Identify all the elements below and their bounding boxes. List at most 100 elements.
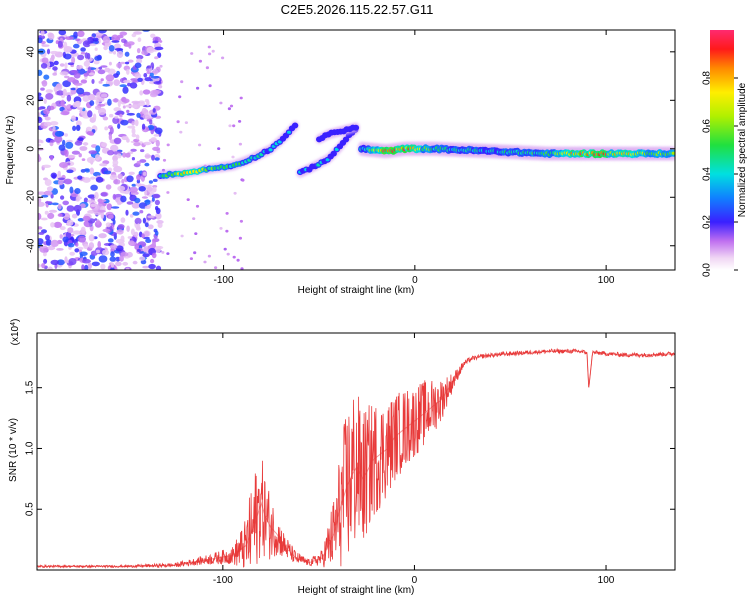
noise-blob bbox=[90, 203, 97, 207]
noise-blob bbox=[130, 78, 139, 81]
noise-blob bbox=[62, 88, 67, 96]
snr-panel: -100 0 100 0.5 1.0 1.5 Height of straight li… bbox=[8, 319, 676, 596]
noise-blob bbox=[41, 57, 49, 64]
noise-blob bbox=[147, 224, 154, 230]
noise-blob bbox=[62, 139, 66, 146]
upper-track bbox=[315, 122, 360, 145]
noise-blob bbox=[82, 177, 91, 183]
noise-blob bbox=[152, 146, 161, 151]
noise-blob bbox=[95, 176, 104, 183]
noise-blob bbox=[79, 251, 88, 257]
noise-blob bbox=[38, 37, 43, 44]
noise-blob bbox=[50, 239, 59, 247]
noise-blob bbox=[143, 141, 152, 146]
noise-blob bbox=[38, 197, 42, 203]
noise-blob bbox=[42, 164, 51, 168]
noise-blob bbox=[50, 222, 55, 228]
noise-blob bbox=[68, 258, 77, 266]
noise-blob bbox=[113, 165, 123, 173]
ridge-cell bbox=[352, 124, 360, 131]
spectrogram-y-label: Frequency (Hz) bbox=[5, 116, 16, 185]
noise-blob bbox=[82, 215, 91, 222]
noise-blob bbox=[90, 176, 96, 180]
noise-blob bbox=[102, 228, 111, 233]
noise-blob bbox=[92, 113, 97, 121]
noise-blob bbox=[60, 195, 65, 200]
noise-blob bbox=[100, 263, 106, 270]
noise-blob bbox=[116, 153, 122, 159]
noise-blob bbox=[115, 245, 124, 252]
colorbar-tick-label: 0.4 bbox=[702, 167, 713, 181]
noise-blob bbox=[83, 72, 89, 77]
noise-speck bbox=[214, 266, 218, 269]
noise-blob bbox=[154, 199, 160, 206]
noise-speck bbox=[231, 155, 235, 159]
noise-blob bbox=[144, 205, 151, 209]
noise-blob bbox=[152, 186, 157, 193]
noise-blob bbox=[116, 62, 122, 68]
noise-blob bbox=[152, 178, 158, 182]
noise-speck bbox=[238, 120, 242, 123]
noise-blob bbox=[115, 256, 121, 262]
noise-blob bbox=[110, 251, 115, 258]
noise-blob bbox=[100, 78, 104, 82]
noise-blob bbox=[125, 152, 131, 158]
noise-blob bbox=[85, 169, 90, 173]
noise-blob bbox=[65, 92, 73, 97]
noise-blob bbox=[94, 105, 102, 110]
noise-blob bbox=[142, 253, 150, 258]
noise-blob bbox=[71, 213, 78, 219]
noise-blob bbox=[152, 185, 158, 188]
noise-speck bbox=[238, 236, 242, 240]
noise-blob bbox=[38, 139, 43, 143]
noise-blob bbox=[137, 77, 143, 82]
noise-speck bbox=[161, 251, 165, 254]
noise-blob bbox=[59, 63, 65, 67]
noise-blob bbox=[105, 74, 115, 82]
noise-blob bbox=[92, 37, 99, 42]
noise-blob bbox=[109, 256, 117, 262]
spectrogram-panel: -100 0 100 -40 -20 0 20 40 Height of straight … bbox=[5, 29, 676, 296]
noise-speck bbox=[240, 267, 244, 270]
noise-blob bbox=[142, 89, 151, 95]
noise-blob bbox=[109, 113, 114, 118]
noise-blob bbox=[151, 75, 160, 79]
noise-blob bbox=[148, 263, 156, 270]
noise-blob bbox=[119, 84, 127, 88]
noise-blob bbox=[139, 256, 146, 261]
noise-speck bbox=[192, 217, 196, 221]
noise-blob bbox=[158, 85, 163, 89]
noise-blob bbox=[64, 133, 68, 137]
noise-blob bbox=[133, 142, 141, 147]
noise-blob bbox=[149, 119, 153, 125]
noise-blob bbox=[38, 107, 43, 111]
ridge-cell bbox=[330, 150, 337, 157]
noise-blob bbox=[117, 224, 125, 230]
noise-blob bbox=[150, 128, 154, 135]
colorbar-label: Normalized spectral amplitude bbox=[737, 82, 748, 217]
noise-blob bbox=[73, 31, 78, 38]
noise-blob bbox=[49, 139, 56, 143]
noise-blob bbox=[144, 155, 153, 158]
noise-blob bbox=[45, 239, 52, 246]
noise-blob bbox=[154, 157, 160, 161]
noise-blob bbox=[89, 167, 95, 175]
noise-blob bbox=[144, 222, 149, 228]
noise-blob bbox=[89, 100, 95, 106]
noise-blob bbox=[80, 79, 88, 84]
y-tick-label: 40 bbox=[26, 46, 37, 58]
noise-blob bbox=[125, 267, 130, 270]
noise-blob bbox=[66, 219, 74, 226]
noise-blob bbox=[102, 116, 109, 121]
noise-speck bbox=[225, 212, 229, 215]
noise-blob bbox=[150, 137, 157, 142]
noise-speck bbox=[159, 40, 163, 43]
noise-blob bbox=[154, 246, 162, 253]
noise-speck bbox=[226, 252, 230, 256]
noise-blob bbox=[87, 110, 93, 118]
noise-blob bbox=[112, 50, 117, 55]
noise-blob bbox=[94, 55, 102, 61]
noise-blob bbox=[137, 37, 142, 42]
noise-blob bbox=[38, 191, 46, 195]
colorbar-tick-label: 0.2 bbox=[702, 215, 713, 229]
